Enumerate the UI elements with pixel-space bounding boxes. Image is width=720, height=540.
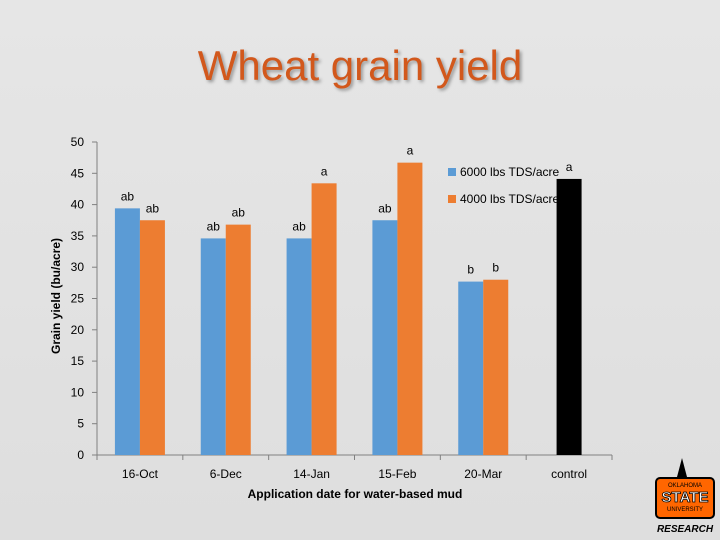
chart-legend: 6000 lbs TDS/acre 4000 lbs TDS/acre [448, 165, 559, 206]
bar-6-dec-series-1 [200, 238, 226, 455]
y-tick-label: 25 [71, 292, 85, 306]
data-label: b [467, 263, 474, 277]
chart-axes: 0 5 10 15 20 25 30 35 40 45 50 16-Oct 6-Dec 14-Jan 15-… [71, 135, 613, 481]
logo-badge [655, 477, 715, 519]
legend-swatch [448, 168, 456, 176]
logo-text-state: STATE [662, 489, 709, 506]
logo-text-research: RESEARCH [657, 524, 714, 535]
y-tick-label: 40 [71, 198, 85, 212]
y-tick-label: 50 [71, 135, 85, 149]
legend-label: 4000 lbs TDS/acre [460, 192, 559, 206]
x-tick-label: 16-Oct [122, 467, 159, 481]
y-axis-title: Grain yield (bu/acre) [49, 238, 63, 354]
y-tick-label: 30 [71, 260, 85, 274]
bar-16-oct-series-1 [114, 208, 140, 455]
data-label: ab [232, 206, 246, 220]
y-tick-label: 45 [71, 166, 85, 180]
bar-14-jan-series-2 [311, 183, 337, 456]
logo-text-university: UNIVERSITY [667, 507, 703, 513]
x-tick-label: 14-Jan [293, 467, 330, 481]
data-label: ab [121, 189, 135, 203]
y-tick-label: 15 [71, 354, 85, 368]
y-tick-label: 20 [71, 323, 85, 337]
bar-20-mar-series-2 [483, 279, 509, 455]
x-tick-label: 15-Feb [378, 467, 416, 481]
bar-15-feb-series-2 [397, 162, 423, 455]
data-label: ab [378, 201, 392, 215]
data-label: a [321, 164, 328, 178]
y-tick-label: 10 [71, 385, 85, 399]
bar-20-mar-series-1 [458, 281, 484, 455]
bar-16-oct-series-2 [139, 220, 165, 455]
bar-14-jan-series-1 [286, 238, 312, 455]
data-label: a [566, 160, 573, 174]
bar-6-dec-series-2 [225, 224, 251, 455]
legend-label: 6000 lbs TDS/acre [460, 165, 559, 179]
data-label: ab [292, 219, 306, 233]
x-tick-label: 6-Dec [210, 467, 242, 481]
x-axis-title: Application date for water-based mud [248, 487, 463, 501]
x-tick-label: 20-Mar [464, 467, 502, 481]
y-tick-label: 5 [77, 417, 84, 431]
slide-title: Wheat grain yield [197, 42, 523, 89]
bar-15-feb-series-1 [372, 220, 398, 455]
data-label: ab [207, 219, 221, 233]
osu-research-logo: OKLAHOMA STATE UNIVERSITY RESEARCH [655, 458, 715, 535]
data-label: b [492, 261, 499, 275]
legend-swatch [448, 195, 456, 203]
x-tick-label: control [551, 467, 587, 481]
chart-bars [114, 162, 582, 456]
y-tick-label: 35 [71, 229, 85, 243]
data-label: ab [146, 201, 160, 215]
y-tick-label: 0 [77, 448, 84, 462]
data-label: a [407, 144, 414, 158]
bar-control-series-3 [556, 178, 582, 455]
logo-text-oklahoma: OKLAHOMA [668, 483, 702, 489]
